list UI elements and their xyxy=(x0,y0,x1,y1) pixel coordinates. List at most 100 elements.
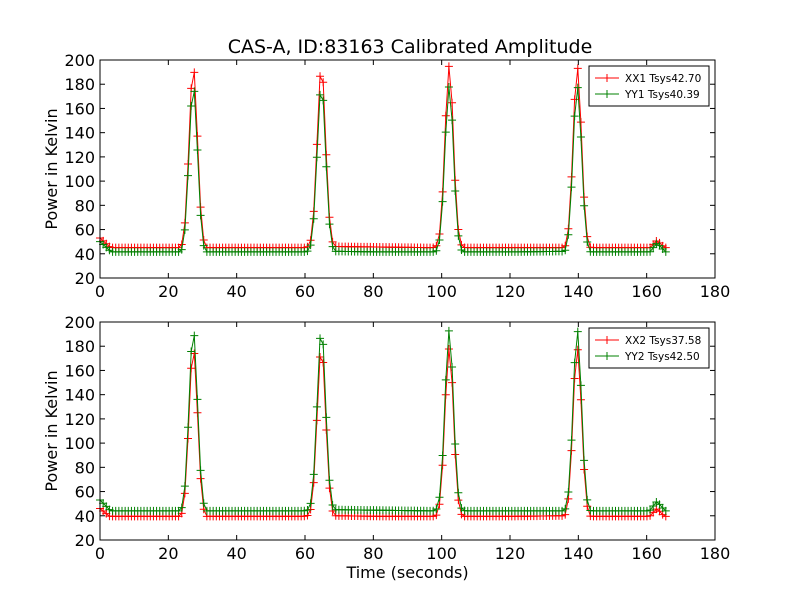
figure-title: CAS-A, ID:83163 Calibrated Amplitude xyxy=(228,36,593,58)
data-point xyxy=(316,353,325,362)
series-1 xyxy=(96,344,670,521)
y-tick-label: 40 xyxy=(75,507,95,526)
data-point xyxy=(328,242,337,251)
y-tick-label: 20 xyxy=(75,531,95,550)
data-point xyxy=(328,501,337,510)
y-tick-label: 200 xyxy=(64,313,95,332)
y-tick-label: 100 xyxy=(64,434,95,453)
legend-marker xyxy=(603,90,611,98)
x-tick-label: 20 xyxy=(158,544,178,563)
data-point xyxy=(432,246,441,255)
data-point xyxy=(322,413,331,422)
data-point xyxy=(649,243,658,252)
legend-label: YY2 Tsys42.50 xyxy=(624,351,700,363)
plot-frame xyxy=(99,321,716,541)
data-point xyxy=(316,334,325,343)
legend-label: YY1 Tsys40.39 xyxy=(624,89,700,101)
data-point xyxy=(319,96,328,105)
legend-box xyxy=(588,327,710,369)
x-tick-label: 180 xyxy=(700,282,731,301)
data-point xyxy=(580,201,589,210)
data-point xyxy=(199,241,208,250)
legend-marker xyxy=(603,74,611,82)
data-point xyxy=(573,327,582,336)
data-point xyxy=(448,378,457,387)
x-tick-label: 40 xyxy=(226,282,246,301)
y-tick-label: 80 xyxy=(75,458,95,477)
data-point xyxy=(570,95,579,104)
y-tick-label: 180 xyxy=(64,337,95,356)
data-point xyxy=(576,381,585,390)
data-point xyxy=(190,68,199,77)
data-point xyxy=(322,162,331,171)
data-point xyxy=(325,476,334,485)
series-2 xyxy=(96,326,670,515)
data-point xyxy=(316,90,325,99)
data-point xyxy=(312,402,321,411)
data-point xyxy=(193,146,202,155)
data-point xyxy=(316,72,325,81)
x-tick-label: 60 xyxy=(295,282,315,301)
data-point xyxy=(441,128,450,137)
data-point xyxy=(303,505,312,514)
data-point xyxy=(435,500,444,509)
data-point xyxy=(303,247,312,256)
data-point xyxy=(319,78,328,87)
data-point xyxy=(325,220,334,229)
data-point xyxy=(451,439,460,448)
data-point xyxy=(448,116,457,125)
data-point xyxy=(306,499,315,508)
legend-marker xyxy=(603,336,611,344)
data-point xyxy=(177,245,186,254)
top-panel: 0 20 40 60 80 100 120 140 160 1802040608010012014… xyxy=(42,51,730,301)
data-point xyxy=(441,375,450,384)
legend: XX1 Tsys42.70 YY1 Tsys40.39 xyxy=(588,65,710,107)
data-point xyxy=(444,326,453,335)
y-tick-label: 200 xyxy=(64,51,95,70)
data-point xyxy=(435,493,444,502)
data-point xyxy=(454,496,463,505)
data-point xyxy=(184,171,193,180)
data-point xyxy=(567,183,576,192)
data-point xyxy=(193,395,202,404)
legend-label: XX1 Tsys42.70 xyxy=(625,73,701,85)
data-point xyxy=(646,247,655,256)
data-point xyxy=(196,466,205,475)
legend-marker xyxy=(603,352,611,360)
y-tick-label: 180 xyxy=(64,75,95,94)
x-tick-label: 160 xyxy=(631,282,662,301)
data-point xyxy=(180,225,189,234)
data-point xyxy=(190,331,199,340)
data-point xyxy=(454,231,463,240)
data-point xyxy=(573,345,582,354)
legend: XX2 Tsys37.58 YY2 Tsys42.50 xyxy=(588,327,710,369)
data-point xyxy=(196,474,205,483)
y-tick-label: 140 xyxy=(64,386,95,405)
data-point xyxy=(448,362,457,371)
data-point xyxy=(309,214,318,223)
data-point xyxy=(309,478,318,487)
series-2 xyxy=(96,82,670,256)
data-point xyxy=(649,502,658,511)
y-tick-label: 160 xyxy=(64,99,95,118)
data-point xyxy=(661,506,670,515)
data-point xyxy=(580,465,589,474)
y-tick-label: 60 xyxy=(75,483,95,502)
data-point xyxy=(580,456,589,465)
x-tick-label: 0 xyxy=(95,544,105,563)
data-point xyxy=(570,374,579,383)
x-tick-label: 40 xyxy=(226,544,246,563)
plot-frame xyxy=(99,59,716,279)
data-point xyxy=(312,140,321,149)
data-point xyxy=(187,347,196,356)
data-point xyxy=(438,451,447,460)
y-axis-label: Power in Kelvin xyxy=(42,370,61,491)
y-tick-label: 140 xyxy=(64,124,95,143)
data-point xyxy=(561,504,570,513)
data-point xyxy=(184,423,193,432)
data-point xyxy=(583,237,592,246)
x-tick-label: 80 xyxy=(363,282,383,301)
data-point xyxy=(564,230,573,239)
data-point xyxy=(573,83,582,92)
